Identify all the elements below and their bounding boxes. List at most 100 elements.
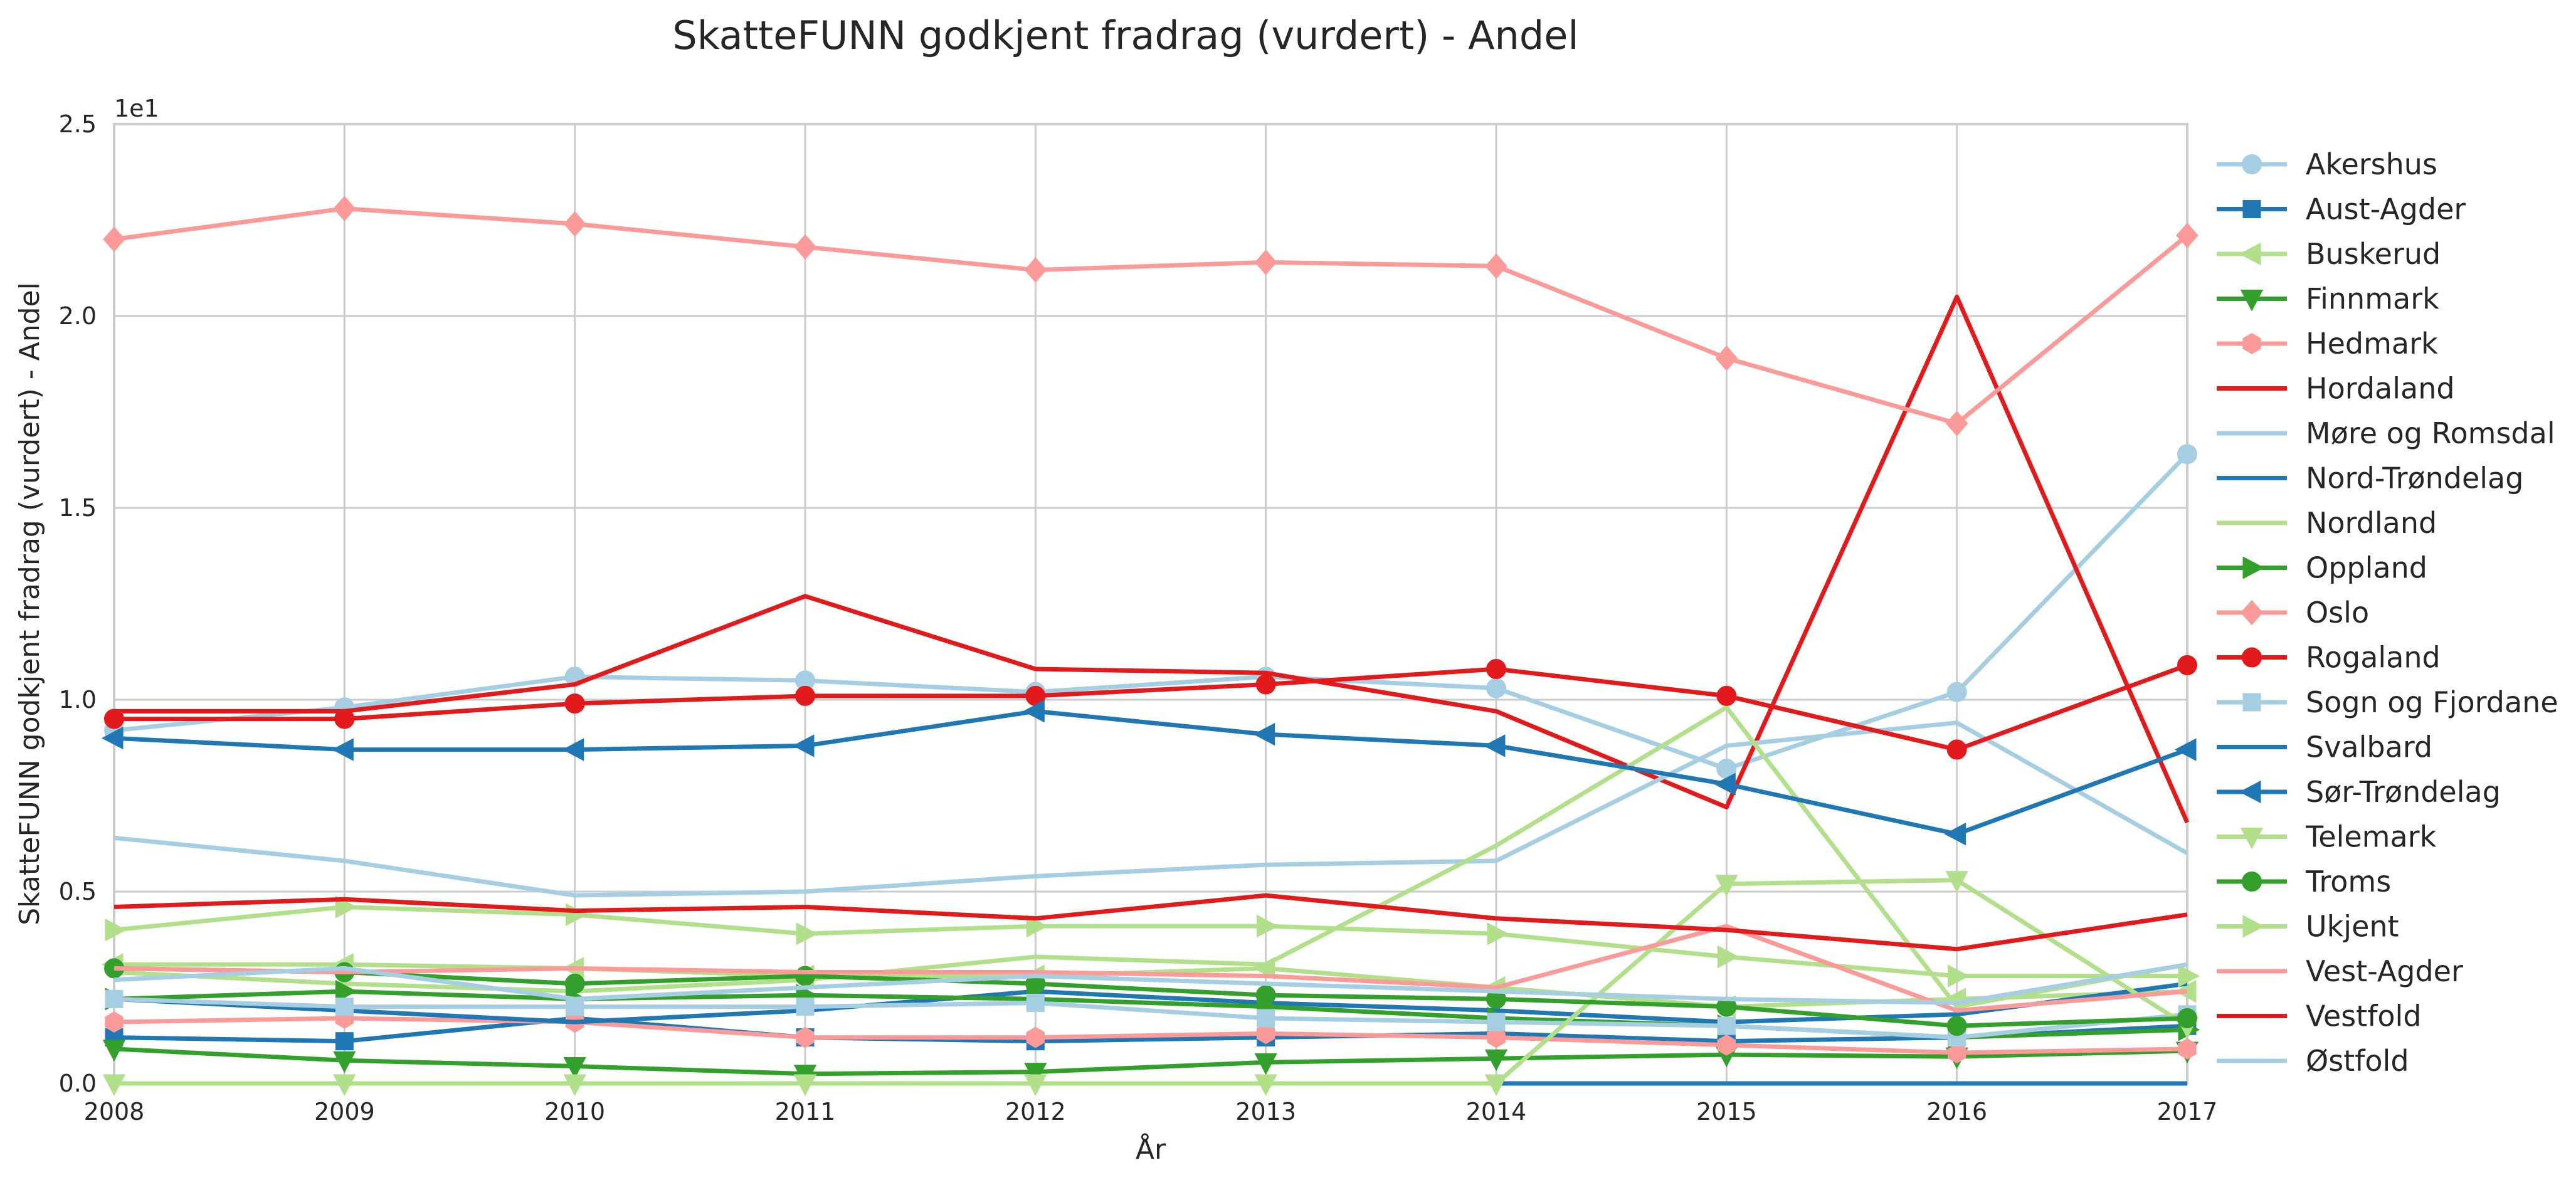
y-tick-label: 1.5: [59, 494, 97, 522]
legend-marker: [2242, 915, 2265, 938]
legend-label: Nord-Trøndelag: [2306, 461, 2523, 495]
legend-label: Hordaland: [2306, 372, 2455, 406]
data-point-sogn-og-fjordane: [1487, 1013, 1506, 1031]
legend-label: Finnmark: [2306, 282, 2439, 316]
y-tick-label: 0.0: [59, 1070, 97, 1097]
legend-label: Nordland: [2306, 506, 2437, 540]
tick-labels: 2008 2009 2010 2011 2012 2013 2014 2015 2016 2017…: [59, 110, 2218, 1125]
x-tick-label: 2017: [2157, 1098, 2218, 1125]
data-point-oslo: [1024, 257, 1047, 283]
data-point-telemark: [102, 1074, 126, 1097]
data-point-sogn-og-fjordane: [105, 989, 124, 1008]
legend-item-nordland: Nordland: [2217, 506, 2437, 540]
legend-label: Sør-Trøndelag: [2306, 775, 2501, 809]
legend-item-svalbard: Svalbard: [2217, 730, 2432, 764]
data-point-ukjent: [1257, 914, 1279, 938]
series-line-vest-agder: [113, 924, 2188, 1013]
series-line-finnmark: [113, 1046, 2188, 1077]
x-tick-label: 2012: [1005, 1098, 1066, 1125]
data-point-telemark: [563, 1074, 586, 1097]
series-oslo: [103, 196, 2199, 436]
y-tick-label: 0.5: [59, 878, 97, 905]
legend-item-finnmark: Finnmark: [2217, 282, 2439, 316]
data-point-oslo: [1715, 345, 1738, 371]
data-point-finnmark: [333, 1051, 356, 1073]
y-tick-label: 2.5: [59, 110, 97, 138]
legend-item-more-og-romsdal: Møre og Romsdal: [2217, 416, 2555, 450]
legend-item-hedmark: Hedmark: [2217, 327, 2438, 361]
legend-item-ukjent: Ukjent: [2217, 910, 2399, 944]
legend-item-troms: Troms: [2217, 865, 2391, 898]
series-line-oslo: [113, 206, 2189, 426]
legend-item-akershus: Akershus: [2217, 147, 2437, 181]
data-point-finnmark: [1254, 1053, 1277, 1075]
data-point-telemark: [1254, 1074, 1277, 1097]
series-line-hedmark: [113, 1016, 2188, 1055]
legend-label: Aust-Agder: [2306, 192, 2466, 226]
data-point-ukjent: [1717, 945, 1739, 969]
series-line-akershus: [113, 452, 2189, 771]
data-point-oppland: [335, 979, 357, 1003]
legend-label: Ukjent: [2306, 910, 2399, 944]
legend-item-vest-agder: Vest-Agder: [2217, 954, 2463, 988]
x-tick-label: 2008: [84, 1098, 145, 1125]
legend-marker: [2239, 242, 2261, 266]
legend-marker: [2239, 780, 2261, 804]
legend-marker: [2242, 333, 2261, 354]
data-point-ukjent: [1948, 964, 1970, 988]
data-point-ukjent: [796, 922, 818, 946]
data-point-sor-trondelag: [1714, 772, 1736, 796]
series-line-rogaland: [114, 663, 2188, 752]
data-point-oslo: [1945, 411, 1968, 436]
series-hordaland: [114, 294, 2190, 824]
data-point-rogaland: [1255, 674, 1276, 695]
data-point-telemark: [1945, 871, 1968, 893]
x-tick-label: 2014: [1466, 1098, 1527, 1125]
data-point-hedmark: [796, 1026, 815, 1048]
data-point-rogaland: [564, 693, 585, 714]
data-point-hedmark: [1717, 1034, 1736, 1056]
legend-label: Møre og Romsdal: [2306, 416, 2555, 450]
legend-item-sor-trondelag: Sør-Trøndelag: [2217, 775, 2501, 809]
series-layer: [101, 196, 2200, 1097]
data-point-ukjent: [335, 895, 357, 919]
series-rogaland: [104, 655, 2197, 760]
data-point-hedmark: [1487, 1026, 1506, 1048]
x-tick-label: 2013: [1235, 1098, 1296, 1125]
data-point-finnmark: [102, 1040, 126, 1062]
data-point-ukjent: [1026, 914, 1048, 938]
data-point-telemark: [1484, 1074, 1508, 1097]
data-point-aust-agder: [335, 1032, 354, 1051]
data-point-oslo: [2176, 223, 2199, 248]
data-point-oslo: [563, 211, 586, 237]
data-point-ukjent: [105, 919, 127, 942]
legend-marker: [2242, 154, 2262, 174]
legend-item-aust-agder: Aust-Agder: [2217, 192, 2466, 226]
x-tick-label: 2010: [544, 1098, 605, 1125]
legend-label: Akershus: [2306, 147, 2437, 181]
series-line-troms: [113, 966, 2188, 1028]
data-point-sor-trondelag: [2174, 738, 2197, 761]
data-point-sor-trondelag: [1253, 722, 1275, 746]
legend-item-oslo: Oslo: [2217, 596, 2369, 630]
data-point-ukjent: [1487, 922, 1509, 946]
legend-label: Østfold: [2306, 1044, 2409, 1078]
legend-label: Vest-Agder: [2306, 954, 2463, 988]
legend-item-vestfold: Vestfold: [2217, 999, 2422, 1033]
data-point-troms: [2177, 1008, 2197, 1028]
data-point-rogaland: [104, 709, 124, 729]
data-point-akershus: [2177, 444, 2197, 465]
series-line-hordaland: [114, 294, 2190, 824]
series-line-nordland: [113, 705, 2188, 1009]
data-point-rogaland: [1486, 659, 1506, 680]
data-point-oslo: [103, 226, 125, 252]
legend-marker: [2242, 556, 2265, 579]
data-point-troms: [1255, 985, 1276, 1006]
data-point-sogn-og-fjordane: [335, 998, 354, 1016]
legend-marker: [2242, 200, 2261, 218]
legend-marker: [2242, 693, 2261, 712]
data-point-finnmark: [1024, 1063, 1047, 1085]
